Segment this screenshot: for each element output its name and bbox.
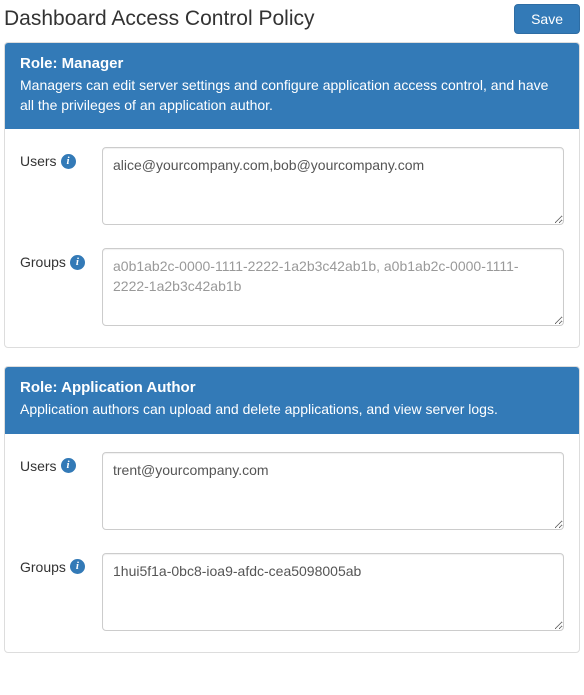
- role-description: Application authors can upload and delet…: [20, 400, 564, 420]
- users-row: Users i: [20, 147, 564, 228]
- groups-label-col: Groups i: [20, 553, 102, 575]
- users-row: Users i: [20, 452, 564, 533]
- groups-input-col: [102, 248, 564, 329]
- role-panel-header: Role: Manager Managers can edit server s…: [5, 43, 579, 129]
- save-button[interactable]: Save: [514, 4, 580, 34]
- role-panel-header: Role: Application Author Application aut…: [5, 367, 579, 434]
- role-title: Role: Manager: [20, 53, 564, 74]
- groups-label: Groups: [20, 559, 66, 575]
- role-title: Role: Application Author: [20, 377, 564, 398]
- info-icon[interactable]: i: [61, 154, 76, 169]
- info-icon[interactable]: i: [70, 559, 85, 574]
- users-label: Users: [20, 153, 57, 169]
- users-input-col: [102, 452, 564, 533]
- groups-input[interactable]: [102, 248, 564, 326]
- info-icon[interactable]: i: [61, 458, 76, 473]
- users-input-col: [102, 147, 564, 228]
- users-label-col: Users i: [20, 147, 102, 169]
- users-label: Users: [20, 458, 57, 474]
- groups-input-col: [102, 553, 564, 634]
- role-panel-manager: Role: Manager Managers can edit server s…: [4, 42, 580, 348]
- info-icon[interactable]: i: [70, 255, 85, 270]
- page-header: Dashboard Access Control Policy Save: [4, 4, 580, 34]
- users-input[interactable]: [102, 147, 564, 225]
- groups-row: Groups i: [20, 553, 564, 634]
- groups-row: Groups i: [20, 248, 564, 329]
- page-title: Dashboard Access Control Policy: [4, 7, 314, 31]
- groups-label: Groups: [20, 254, 66, 270]
- role-description: Managers can edit server settings and co…: [20, 76, 564, 115]
- groups-input[interactable]: [102, 553, 564, 631]
- role-panel-author: Role: Application Author Application aut…: [4, 366, 580, 653]
- users-label-col: Users i: [20, 452, 102, 474]
- groups-label-col: Groups i: [20, 248, 102, 270]
- users-input[interactable]: [102, 452, 564, 530]
- role-panel-body: Users i Groups i: [5, 434, 579, 652]
- role-panel-body: Users i Groups i: [5, 129, 579, 347]
